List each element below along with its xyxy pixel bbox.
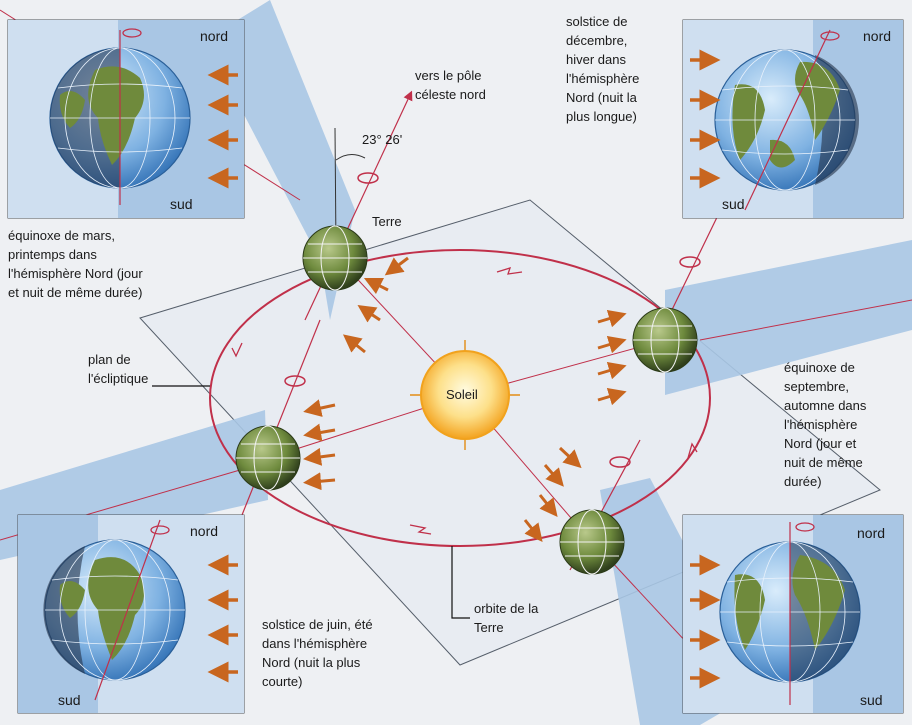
earth-orbit-label: orbite de la Terre	[474, 601, 539, 635]
ecliptic-plane-label: plan de l'écliptique	[88, 352, 149, 386]
panel-bottom-left-south-label: sud	[58, 692, 81, 708]
sun	[410, 340, 520, 450]
june-solstice-label: solstice de juin, été dans l'hémisphère …	[262, 617, 373, 689]
light-arrows-march	[207, 64, 238, 189]
panel-september-equinox	[682, 514, 904, 714]
light-arrows-december	[690, 49, 721, 189]
december-solstice-label: solstice de décembre, hiver dans l'hémis…	[566, 14, 640, 124]
march-equinox-label: équinoxe de mars, printemps dans l'hémis…	[8, 228, 143, 300]
september-equinox-label: équinoxe de septembre, automne dans l'hé…	[784, 360, 867, 489]
globe-september	[559, 509, 625, 575]
light-arrows-june	[207, 554, 238, 683]
panel-top-left-south-label: sud	[170, 196, 193, 212]
light-arrows-september	[690, 554, 721, 689]
big-globe-september	[719, 522, 861, 705]
panel-bottom-right-north-label: nord	[857, 525, 886, 541]
celestial-pole-label: vers le pôle céleste nord	[415, 68, 486, 102]
rotation-symbols	[284, 172, 701, 468]
light-band-right	[665, 240, 912, 395]
panel-march-equinox	[7, 19, 245, 219]
sun-label: Soleil	[446, 387, 478, 402]
panel-june-solstice	[17, 514, 245, 714]
panel-december-solstice	[682, 19, 904, 219]
orbit-direction-arrows	[231, 267, 698, 535]
tilt-angle-arc	[335, 154, 366, 161]
panel-bottom-right-south-label: sud	[860, 692, 883, 708]
panel-top-right-south-label: sud	[722, 196, 745, 212]
panel-top-right-north-label: nord	[863, 28, 892, 44]
globe-march	[302, 225, 368, 291]
axial-tilt-label: 23° 26'	[362, 132, 403, 147]
globe-june	[235, 425, 301, 491]
big-globe-june	[43, 519, 186, 701]
big-globe-march	[49, 28, 191, 205]
panel-top-left-north-label: nord	[200, 28, 229, 44]
panel-bottom-left-north-label: nord	[190, 523, 219, 539]
orbit-leader	[451, 546, 470, 619]
earth-label: Terre	[372, 214, 402, 229]
globe-december	[632, 307, 698, 373]
big-globe-december	[714, 29, 860, 211]
earth-orbit	[209, 249, 711, 547]
